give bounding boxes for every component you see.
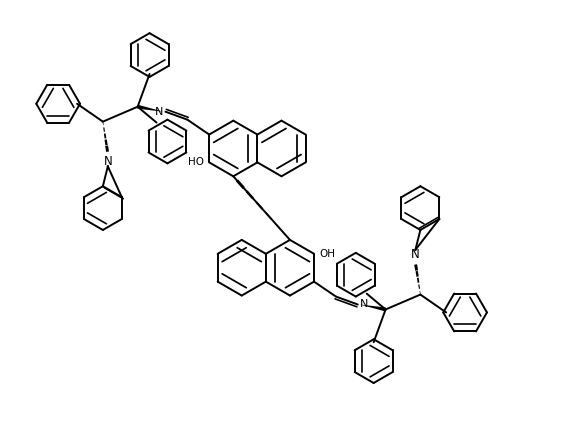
Polygon shape [360,305,386,311]
Text: HO: HO [188,157,204,168]
Text: N: N [103,155,112,168]
Polygon shape [137,105,164,112]
Text: N: N [360,300,368,310]
Text: OH: OH [319,249,335,259]
Text: N: N [155,107,164,116]
Text: N: N [411,248,420,261]
